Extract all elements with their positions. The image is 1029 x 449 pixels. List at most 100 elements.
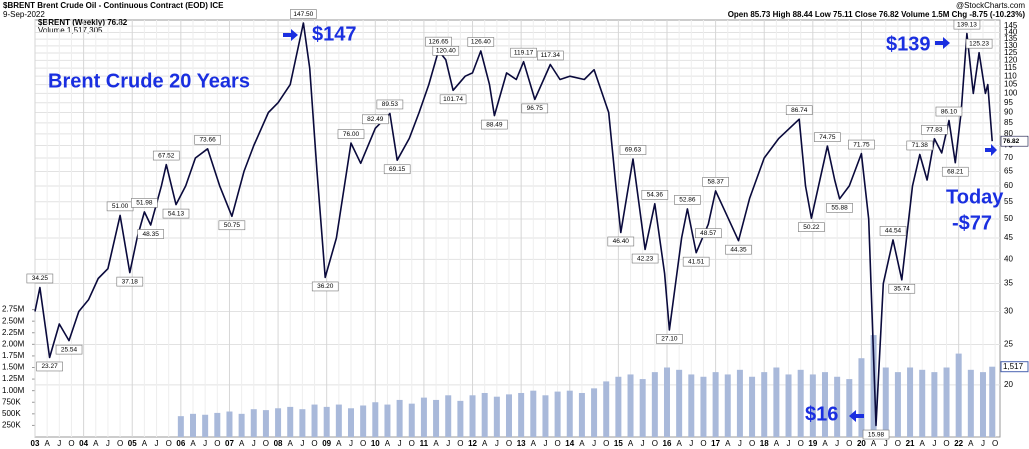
x-tick-label: O xyxy=(895,439,901,448)
value-label-box xyxy=(921,125,948,135)
x-tick-label: 03 xyxy=(31,439,40,448)
y-tick-label: 40 xyxy=(1004,254,1013,263)
x-tick-label: J xyxy=(300,439,304,448)
volume-tick-label: 250K xyxy=(2,421,21,430)
x-tick-label: O xyxy=(506,439,512,448)
volume-tick-label: 1.50M xyxy=(2,363,25,372)
value-label: 147.50 xyxy=(293,11,313,18)
volume-bar xyxy=(457,400,464,437)
volume-bar xyxy=(773,367,780,437)
volume-bar xyxy=(542,395,549,437)
volume-bar xyxy=(360,405,367,437)
volume-tick-label: 500K xyxy=(2,409,21,418)
x-tick-label: J xyxy=(495,439,499,448)
volume-bar xyxy=(797,369,804,437)
x-tick-label: J xyxy=(398,439,402,448)
value-label-box xyxy=(641,190,669,200)
value-label: 126.65 xyxy=(429,38,449,45)
x-tick-label: J xyxy=(543,439,547,448)
x-tick-label: 04 xyxy=(79,439,88,448)
volume-bar xyxy=(408,403,415,437)
x-tick-label: A xyxy=(385,439,391,448)
value-label-box xyxy=(619,145,647,155)
x-tick-label: A xyxy=(336,439,342,448)
annotation: Today xyxy=(946,186,1004,208)
volume-bar xyxy=(226,411,233,437)
x-tick-label: O xyxy=(311,439,317,448)
value-label: 73.66 xyxy=(199,137,216,144)
volume-bar xyxy=(469,395,476,437)
volume-bar xyxy=(979,372,986,437)
value-label-box xyxy=(785,105,813,115)
value-label: 15.98 xyxy=(868,431,885,438)
value-label: 51.00 xyxy=(112,203,129,210)
value-label-box xyxy=(682,256,710,267)
value-label-box xyxy=(798,222,825,232)
value-label-box xyxy=(879,226,907,236)
volume-bar xyxy=(761,372,768,437)
x-tick-label: A xyxy=(871,439,877,448)
header-quote: Open 85.73 High 88.44 Low 75.11 Close 76… xyxy=(728,10,1026,19)
x-tick-label: 16 xyxy=(663,439,672,448)
y-tick-label: 105 xyxy=(1004,80,1018,89)
value-label: 35.74 xyxy=(894,285,911,292)
volume-bar xyxy=(724,374,731,437)
arrow xyxy=(935,37,950,49)
value-label-box xyxy=(194,134,221,145)
x-tick-label: J xyxy=(932,439,936,448)
volume-bar xyxy=(931,372,938,437)
x-tick-label: 21 xyxy=(906,439,915,448)
x-tick-label: J xyxy=(835,439,839,448)
x-tick-label: A xyxy=(774,439,780,448)
volume-bar xyxy=(505,394,512,437)
value-label: 77.83 xyxy=(926,127,943,134)
volume-bar xyxy=(578,392,585,437)
value-label-box xyxy=(290,9,317,19)
volume-bar xyxy=(955,353,962,437)
arrow xyxy=(283,29,298,41)
value-label: 96.75 xyxy=(527,105,544,112)
y-tick-label: 130 xyxy=(1004,41,1018,50)
x-tick-label: A xyxy=(676,439,682,448)
value-label-box xyxy=(888,283,916,294)
value-label-box xyxy=(116,276,144,287)
volume-bar xyxy=(858,358,865,437)
value-label-box xyxy=(432,46,460,56)
y-tick-label: 20 xyxy=(1004,380,1013,389)
volume-bar xyxy=(639,379,646,437)
x-tick-label: A xyxy=(968,439,974,448)
volume-bar xyxy=(335,404,342,437)
x-tick-label: J xyxy=(155,439,159,448)
volume-bar xyxy=(651,372,658,437)
volume-bar xyxy=(870,335,877,437)
y-tick-label: 95 xyxy=(1004,98,1013,107)
x-tick-label: A xyxy=(725,439,731,448)
value-label: 71.38 xyxy=(912,142,929,149)
x-tick-label: O xyxy=(554,439,560,448)
volume-bar xyxy=(214,412,221,437)
volume-bar xyxy=(821,372,828,437)
volume-tick-label: 2.25M xyxy=(2,328,25,337)
legend-volume: Volume 1,517,305 xyxy=(38,26,103,35)
price-line xyxy=(34,22,993,427)
x-tick-label: 22 xyxy=(954,439,963,448)
value-label-box xyxy=(162,208,190,219)
value-label-box xyxy=(814,132,841,142)
volume-bar xyxy=(749,376,756,437)
x-tick-label: A xyxy=(239,439,245,448)
value-label-box xyxy=(337,129,365,139)
value-label: 25.54 xyxy=(61,346,78,353)
x-tick-label: O xyxy=(798,439,804,448)
volume-bars: 1,517 xyxy=(177,335,1029,437)
value-label-box xyxy=(36,361,63,372)
x-tick-label: A xyxy=(628,439,634,448)
y-tick-label: 60 xyxy=(1004,181,1013,190)
value-label-box xyxy=(862,429,890,440)
grid: 2025303540455055606570758085909510010511… xyxy=(2,20,1018,448)
value-label: 44.35 xyxy=(730,246,747,253)
volume-bar xyxy=(177,416,184,437)
volume-tick-label: 2.75M xyxy=(2,305,25,314)
volume-bar xyxy=(420,397,427,437)
x-tick-label: A xyxy=(531,439,537,448)
value-label-box xyxy=(695,228,722,239)
